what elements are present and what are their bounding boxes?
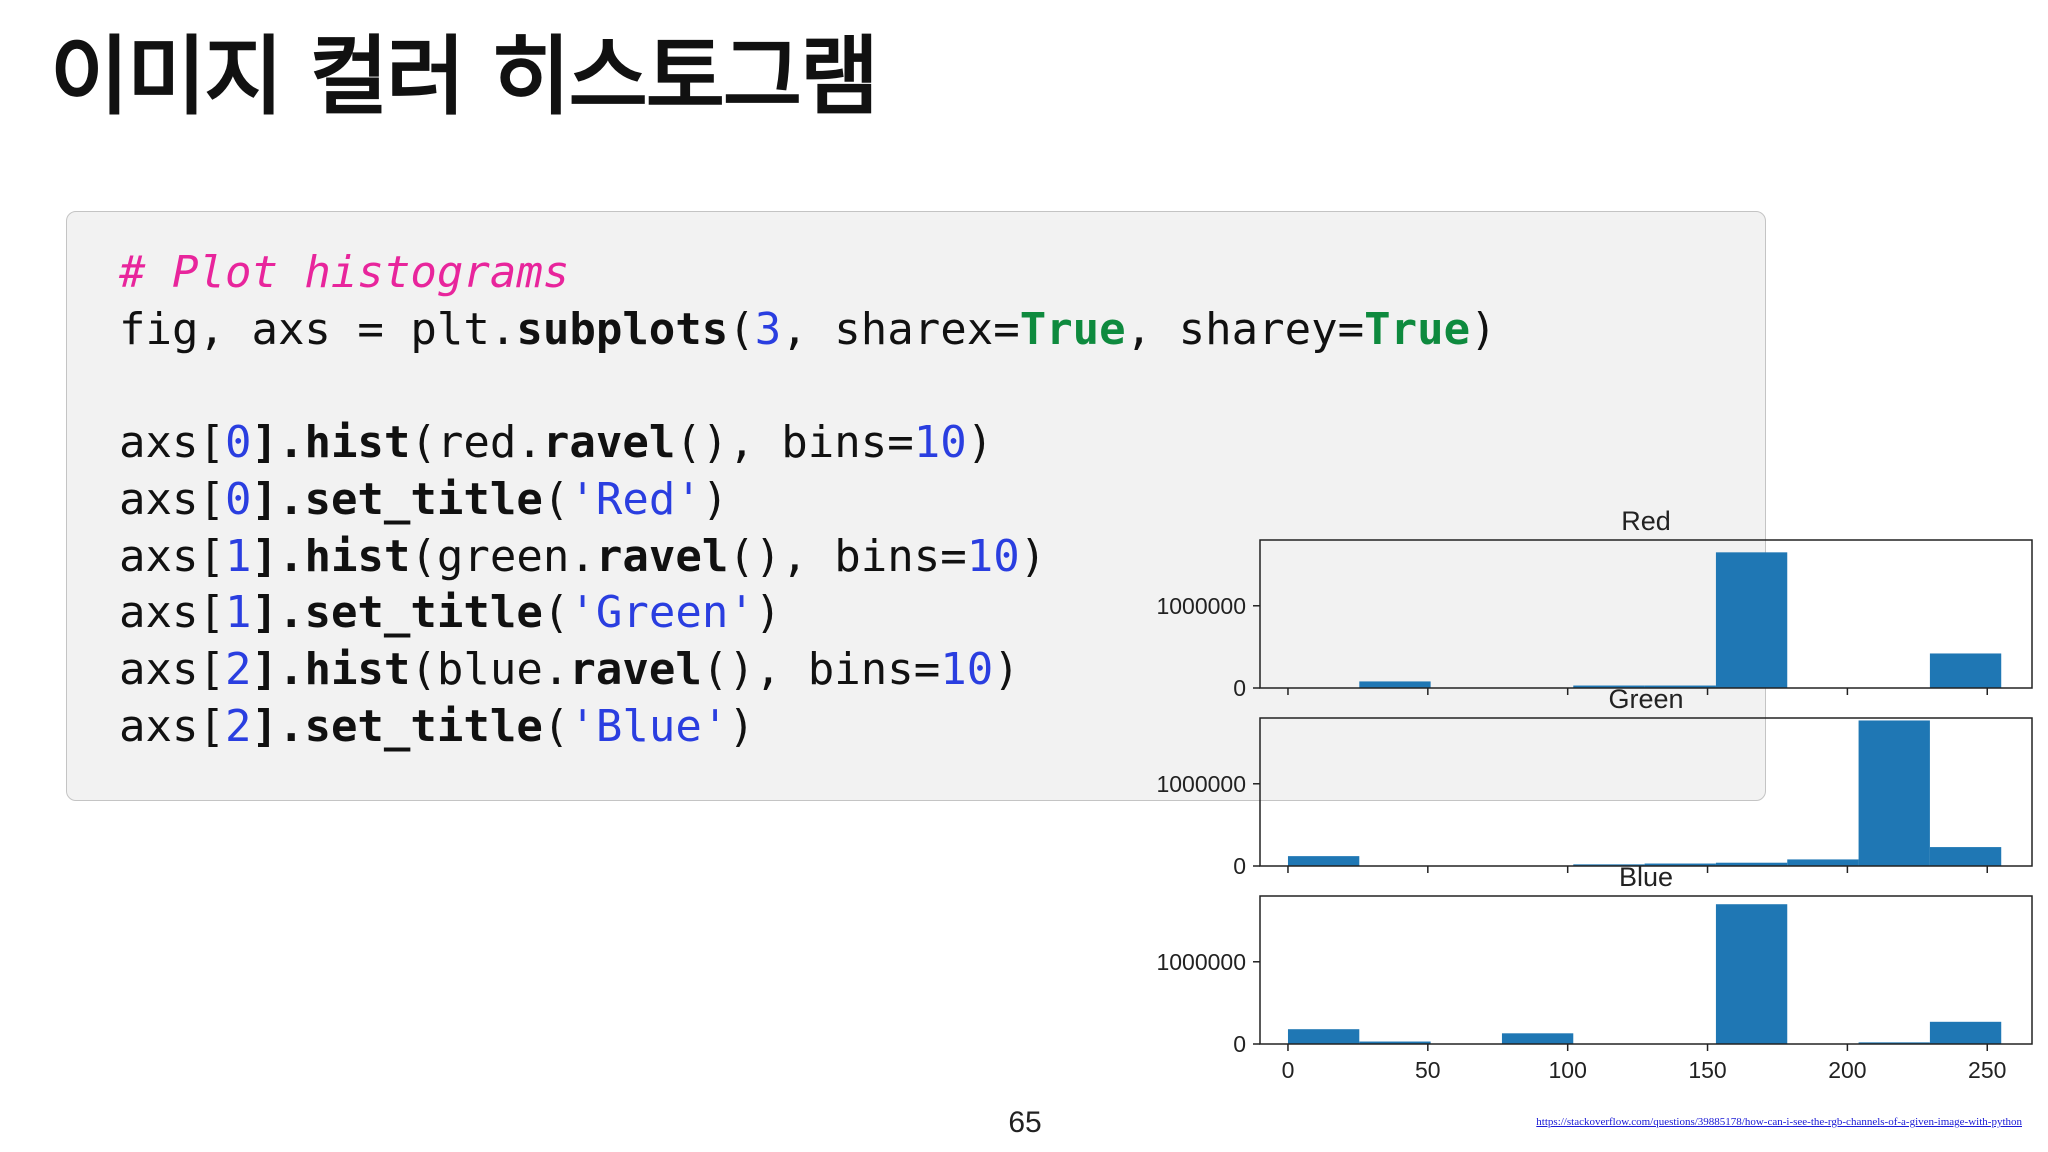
x-tick-label: 200 [1828, 1057, 1866, 1083]
page-number: 65 [1008, 1106, 1042, 1139]
x-tick-label: 0 [1282, 1057, 1295, 1083]
histogram-bar-green [1287, 856, 1360, 866]
axes-frame-blue [1259, 895, 2033, 1045]
code-line-title-blue: axs[2].set_title('Blue') [119, 700, 755, 752]
code-block: # Plot histograms fig, axs = plt.subplot… [119, 245, 1497, 755]
slide-title: 이미지 컬러 히스토그램 [50, 27, 879, 127]
code-line-title-red: axs[0].set_title('Red') [119, 473, 729, 525]
source-link[interactable]: https://stackoverflow.com/questions/3988… [1536, 1116, 2022, 1128]
panel-title-red: Red [1621, 506, 1671, 536]
histogram-bar-red [1644, 685, 1716, 688]
histogram-bar-blue [1715, 904, 1788, 1044]
histogram-bar-red [1359, 681, 1431, 688]
y-tick-label: 0 [1233, 675, 1246, 701]
histogram-bar-blue [1359, 1041, 1431, 1044]
y-tick-label: 0 [1233, 1031, 1246, 1057]
histogram-bar-green [1787, 859, 1859, 866]
histogram-bar-blue [1858, 1042, 1930, 1044]
code-line-title-green: axs[1].set_title('Green') [119, 587, 782, 639]
histogram-bar-green [1715, 862, 1788, 866]
code-panel [66, 211, 1766, 801]
histogram-bar-green [1573, 864, 1645, 866]
histogram-bar-blue [1501, 1033, 1574, 1044]
code-line-subplots: fig, axs = plt.subplots(3, sharex=True, … [119, 303, 1497, 355]
y-tick-label: 1000000 [1156, 771, 1246, 797]
code-line-hist-blue: axs[2].hist(blue.ravel(), bins=10) [119, 643, 1020, 695]
histogram-bar-blue [1929, 1021, 2002, 1044]
histogram-bar-green [1644, 863, 1716, 866]
histogram-bar-red [1929, 653, 2002, 688]
x-tick-label: 250 [1968, 1057, 2006, 1083]
x-tick-label: 50 [1415, 1057, 1441, 1083]
histogram-bar-green [1929, 847, 2002, 866]
code-line-hist-red: axs[0].hist(red.ravel(), bins=10) [119, 417, 994, 469]
code-comment: # Plot histograms [119, 247, 570, 298]
axes-frame-red [1259, 539, 2033, 689]
x-tick-label: 150 [1688, 1057, 1726, 1083]
histogram-bar-red [1573, 685, 1645, 688]
histogram-bar-red [1715, 552, 1788, 688]
y-tick-label: 1000000 [1156, 593, 1246, 619]
panel-title-green: Green [1608, 684, 1683, 714]
x-tick-label: 100 [1548, 1057, 1586, 1083]
histogram-bar-blue [1287, 1029, 1360, 1044]
panel-title-blue: Blue [1619, 862, 1673, 892]
histogram-bar-green [1858, 720, 1930, 866]
y-tick-label: 1000000 [1156, 949, 1246, 975]
histogram-figure: Red 0 1000000 Green 0 1000000 Blue 0 1000000 0 50 1… [1156, 506, 2033, 1083]
axes-frame-green [1259, 717, 2033, 867]
y-tick-label: 0 [1233, 853, 1246, 879]
code-line-hist-green: axs[1].hist(green.ravel(), bins=10) [119, 530, 1047, 582]
